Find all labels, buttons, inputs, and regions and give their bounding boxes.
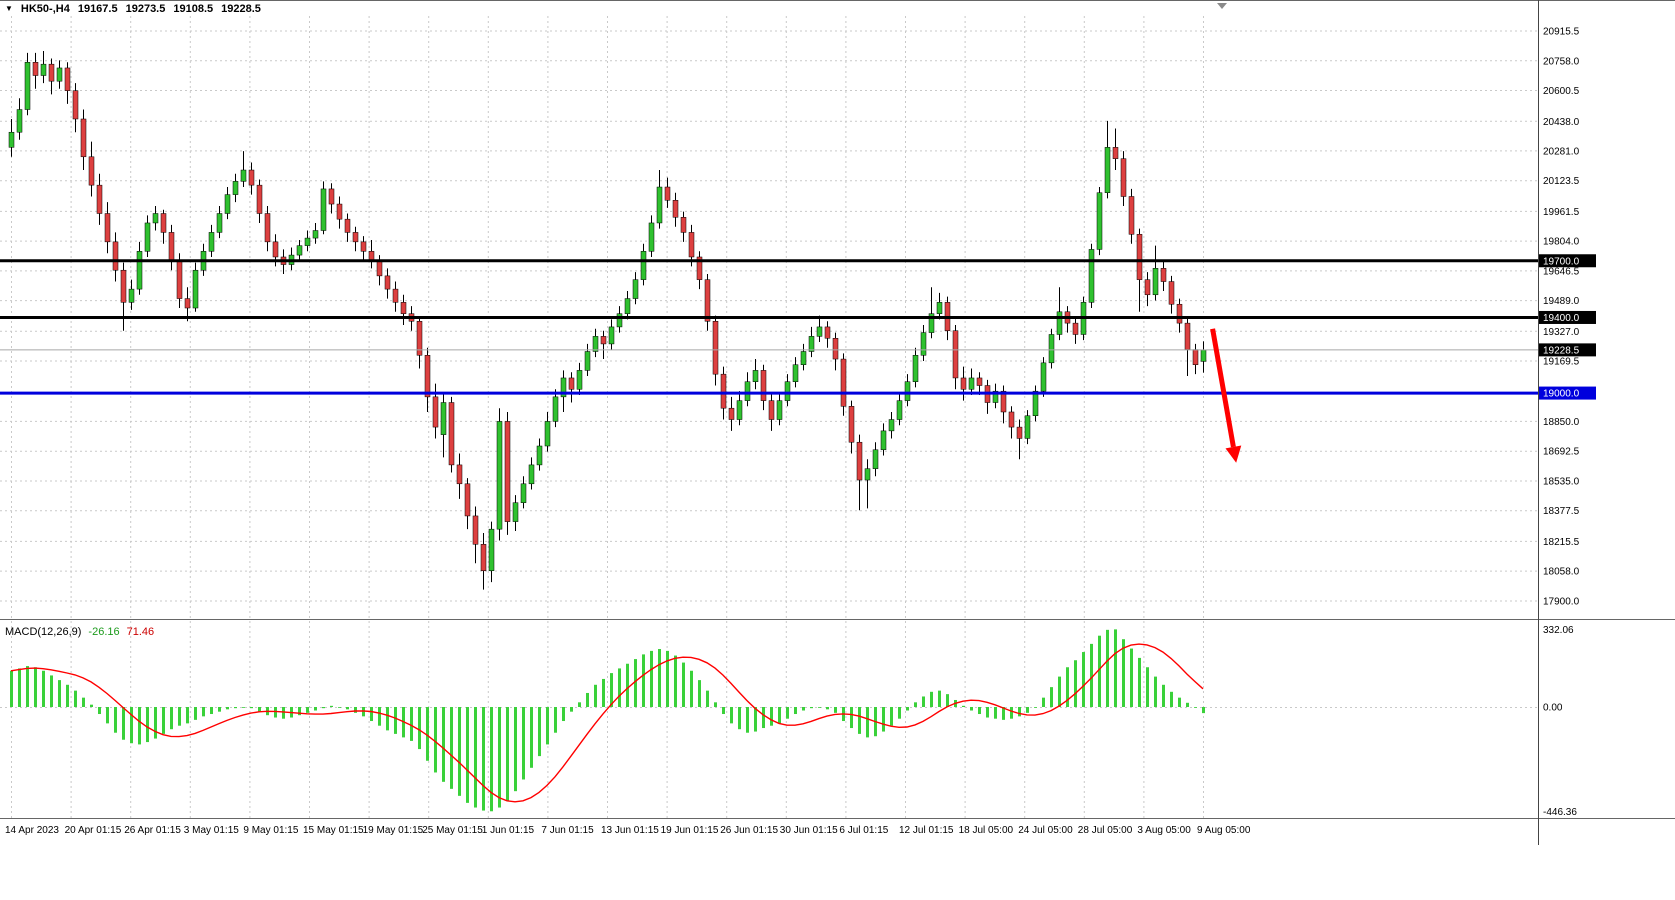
price-tick-label: 19489.0 — [1543, 296, 1580, 307]
time-tick-label: 28 Jul 05:00 — [1078, 825, 1133, 836]
macd-axis-zero: 0.00 — [1543, 703, 1563, 714]
time-tick-label: 26 Apr 01:15 — [124, 825, 181, 836]
time-tick-label: 12 Jul 01:15 — [899, 825, 954, 836]
price-badge — [1539, 386, 1596, 400]
time-tick-label: 3 Aug 05:00 — [1137, 825, 1191, 836]
time-tick-label: 1 Jun 01:15 — [482, 825, 535, 836]
price-tick-label: 20438.0 — [1543, 117, 1580, 128]
price-badge-label: 19400.0 — [1543, 313, 1580, 324]
price-badge — [1539, 343, 1596, 357]
time-tick-label: 18 Jul 05:00 — [959, 825, 1014, 836]
time-tick-label: 9 Aug 05:00 — [1197, 825, 1251, 836]
price-badge — [1539, 254, 1596, 268]
price-tick-label: 19327.0 — [1543, 327, 1580, 338]
price-tick-label: 18535.0 — [1543, 476, 1580, 487]
time-tick-label: 3 May 01:15 — [184, 825, 239, 836]
trend-arrow-annotation[interactable] — [1210, 328, 1242, 463]
gridlines — [0, 16, 1538, 818]
price-badge-label: 19700.0 — [1543, 256, 1580, 267]
time-tick-label: 20 Apr 01:15 — [65, 825, 122, 836]
price-tick-label: 20915.5 — [1543, 27, 1580, 38]
panel-frame — [0, 0, 1675, 845]
time-tick-label: 30 Jun 01:15 — [780, 825, 838, 836]
price-tick-label: 20123.5 — [1543, 176, 1580, 187]
price-tick-label: 18377.5 — [1543, 506, 1580, 517]
time-tick-label: 15 May 01:15 — [303, 825, 364, 836]
time-tick-label: 19 May 01:15 — [363, 825, 424, 836]
price-tick-label: 20600.5 — [1543, 86, 1580, 97]
time-tick-label: 9 May 01:15 — [243, 825, 298, 836]
price-badge-label: 19000.0 — [1543, 389, 1580, 400]
price-tick-label: 18850.0 — [1543, 417, 1580, 428]
price-tick-label: 17900.0 — [1543, 597, 1580, 608]
time-tick-label: 25 May 01:15 — [422, 825, 483, 836]
price-tick-label: 18215.5 — [1543, 537, 1580, 548]
price-tick-label: 19804.0 — [1543, 237, 1580, 248]
time-tick-label: 6 Jul 01:15 — [839, 825, 888, 836]
price-badge — [1539, 310, 1596, 324]
macd-axis-min: -446.36 — [1543, 807, 1577, 818]
chart-shift-marker[interactable] — [1217, 3, 1227, 9]
price-tick-label: 20281.0 — [1543, 146, 1580, 157]
time-tick-label: 7 Jun 01:15 — [541, 825, 594, 836]
price-tick-label: 20758.0 — [1543, 56, 1580, 67]
horizontal-levels[interactable] — [0, 259, 1538, 395]
price-tick-label: 19169.5 — [1543, 357, 1580, 368]
candlestick-series — [8, 50, 1207, 590]
time-tick-label: 24 Jul 05:00 — [1018, 825, 1073, 836]
price-tick-label: 18058.0 — [1543, 567, 1580, 578]
price-tick-label: 19961.5 — [1543, 207, 1580, 218]
time-tick-label: 19 Jun 01:15 — [661, 825, 719, 836]
macd-signal-line — [10, 643, 1204, 803]
price-tick-label: 18692.5 — [1543, 447, 1580, 458]
time-tick-label: 13 Jun 01:15 — [601, 825, 659, 836]
time-tick-label: 26 Jun 01:15 — [720, 825, 778, 836]
price-badge-label: 19228.5 — [1543, 345, 1580, 356]
price-axis[interactable]: 20915.5 20758.0 20600.5 20438.0 20281.0 20123… — [1543, 27, 1580, 608]
price-badges: 19700.0 19400.0 19228.5 19000.0 — [1539, 254, 1596, 400]
time-axis[interactable]: 14 Apr 2023 20 Apr 01:15 26 Apr 01:15 3 May… — [5, 825, 1251, 836]
macd-axis[interactable]: 332.06 0.00 -446.36 — [1543, 625, 1577, 818]
price-tick-label: 19646.5 — [1543, 266, 1580, 277]
time-tick-label: 14 Apr 2023 — [5, 825, 59, 836]
macd-axis-max: 332.06 — [1543, 625, 1574, 636]
